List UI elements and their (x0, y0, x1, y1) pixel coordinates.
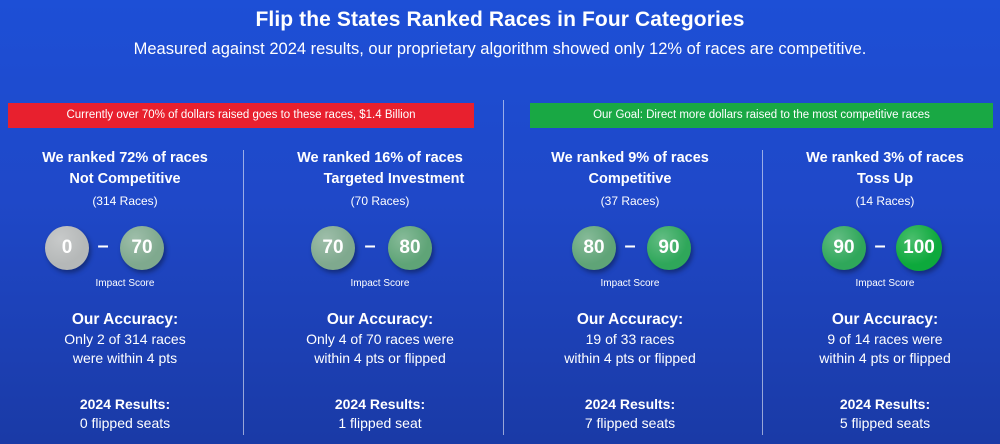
category-card-not-competitive: We ranked 72% of races Not Competitive (… (0, 148, 250, 431)
rank-line: We ranked 72% of races (42, 150, 208, 166)
score-low-circle: 0 (45, 226, 89, 270)
category-card-competitive: We ranked 9% of races Competitive (37 Ra… (505, 148, 755, 431)
range-dash: – (97, 235, 109, 257)
impact-score-label: Impact Score (855, 278, 915, 289)
results-value: 7 flipped seats (584, 415, 676, 431)
category-card-toss-up: We ranked 3% of races Toss Up (14 Races)… (760, 148, 1000, 431)
accuracy-line: 19 of 33 races (585, 331, 675, 347)
category-name: Toss Up (856, 171, 914, 187)
score-high-circle: 100 (896, 225, 942, 271)
race-count: (37 Races) (600, 194, 660, 208)
score-low-circle: 70 (311, 226, 355, 270)
category-name: Targeted Investment (323, 171, 465, 187)
accuracy-line: were within 4 pts (72, 350, 178, 366)
accuracy-line: within 4 pts or flipped (314, 350, 446, 366)
accuracy-line: 9 of 14 races were (827, 331, 943, 347)
accuracy-line: Only 2 of 314 races (64, 331, 186, 347)
results-heading: 2024 Results: (79, 396, 171, 412)
range-dash: – (624, 235, 636, 257)
page-title: Flip the States Ranked Races in Four Cat… (255, 8, 745, 31)
race-count: (14 Races) (855, 194, 915, 208)
score-high-circle: 90 (647, 226, 691, 270)
accuracy-line: within 4 pts or flipped (819, 350, 951, 366)
score-high-circle: 70 (120, 226, 164, 270)
impact-score-range: 70 – 80 (255, 226, 505, 274)
accuracy-heading: Our Accuracy: (71, 311, 179, 328)
center-divider (503, 100, 504, 435)
goal-banner: Our Goal: Direct more dollars raised to … (530, 103, 993, 128)
results-heading: 2024 Results: (334, 396, 426, 412)
category-card-targeted-investment: We ranked 16% of races Targeted Investme… (255, 148, 505, 431)
score-low-circle: 80 (572, 226, 616, 270)
accuracy-line: within 4 pts or flipped (564, 350, 696, 366)
category-name: Competitive (588, 171, 672, 187)
results-value: 0 flipped seats (79, 415, 171, 431)
left-column-divider (243, 150, 244, 435)
results-heading: 2024 Results: (584, 396, 676, 412)
right-column-divider (762, 150, 763, 435)
impact-score-label: Impact Score (350, 278, 410, 289)
impact-score-range: 0 – 70 (0, 226, 250, 274)
results-value: 5 flipped seats (839, 415, 931, 431)
impact-score-range: 90 – 100 (760, 225, 1000, 274)
current-funding-banner: Currently over 70% of dollars raised goe… (8, 103, 474, 128)
rank-line: We ranked 3% of races (806, 150, 964, 166)
accuracy-heading: Our Accuracy: (326, 311, 434, 328)
impact-score-range: 80 – 90 (505, 226, 755, 274)
race-count: (70 Races) (350, 194, 410, 208)
range-dash: – (364, 235, 376, 257)
impact-score-label: Impact Score (95, 278, 155, 289)
accuracy-line: Only 4 of 70 races were (306, 331, 454, 347)
page-subtitle: Measured against 2024 results, our propr… (133, 40, 867, 58)
rank-line: We ranked 16% of races (297, 150, 463, 166)
impact-score-label: Impact Score (600, 278, 660, 289)
rank-line: We ranked 9% of races (551, 150, 709, 166)
results-value: 1 flipped seat (338, 415, 422, 431)
score-low-circle: 90 (822, 226, 866, 270)
score-high-circle: 80 (388, 226, 432, 270)
race-count: (314 Races) (92, 194, 158, 208)
results-heading: 2024 Results: (839, 396, 931, 412)
range-dash: – (874, 235, 886, 257)
accuracy-heading: Our Accuracy: (831, 311, 939, 328)
accuracy-heading: Our Accuracy: (576, 311, 684, 328)
category-name: Not Competitive (69, 171, 181, 187)
